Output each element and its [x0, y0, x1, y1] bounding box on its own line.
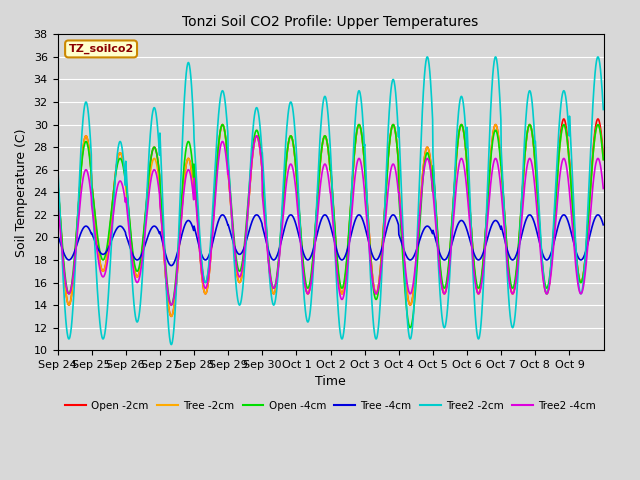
Legend: Open -2cm, Tree -2cm, Open -4cm, Tree -4cm, Tree2 -2cm, Tree2 -4cm: Open -2cm, Tree -2cm, Open -4cm, Tree -4…	[61, 396, 600, 415]
Open -4cm	[600, 157, 607, 163]
Tree -4cm	[168, 263, 175, 268]
Tree -2cm	[54, 175, 61, 181]
Line: Tree2 -2cm: Tree2 -2cm	[58, 57, 604, 345]
Line: Open -2cm: Open -2cm	[58, 119, 604, 316]
Y-axis label: Soil Temperature (C): Soil Temperature (C)	[15, 128, 28, 256]
Tree2 -4cm	[600, 186, 607, 192]
Tree2 -4cm	[317, 180, 324, 186]
Open -4cm	[540, 272, 547, 277]
Open -4cm	[406, 325, 414, 331]
Tree2 -2cm	[593, 56, 601, 62]
Tree -4cm	[460, 219, 467, 225]
Open -4cm	[219, 122, 227, 128]
Tree -2cm	[307, 283, 314, 288]
Line: Tree2 -4cm: Tree2 -4cm	[58, 136, 604, 305]
Tree2 -4cm	[168, 302, 175, 308]
X-axis label: Time: Time	[316, 375, 346, 388]
Tree -2cm	[317, 156, 324, 162]
Open -4cm	[316, 159, 324, 165]
Open -2cm	[540, 273, 547, 278]
Open -4cm	[460, 128, 467, 134]
Tree -2cm	[168, 313, 175, 319]
Open -2cm	[316, 160, 324, 166]
Tree2 -2cm	[460, 102, 467, 108]
Tree -4cm	[540, 253, 547, 259]
Tree2 -2cm	[54, 158, 61, 164]
Tree2 -2cm	[306, 311, 314, 316]
Tree2 -2cm	[139, 265, 147, 271]
Tree -2cm	[600, 157, 607, 163]
Open -2cm	[560, 116, 568, 122]
Tree -2cm	[219, 122, 227, 128]
Tree2 -2cm	[600, 107, 607, 112]
Title: Tonzi Soil CO2 Profile: Upper Temperatures: Tonzi Soil CO2 Profile: Upper Temperatur…	[182, 15, 479, 29]
Open -2cm	[139, 241, 147, 247]
Tree -2cm	[540, 276, 547, 282]
Text: TZ_soilco2: TZ_soilco2	[68, 44, 134, 54]
Open -4cm	[306, 279, 314, 285]
Tree -4cm	[317, 218, 324, 224]
Open -4cm	[54, 177, 61, 182]
Tree -4cm	[307, 255, 314, 261]
Tree2 -4cm	[253, 133, 260, 139]
Open -2cm	[306, 285, 314, 291]
Tree2 -4cm	[139, 252, 147, 257]
Open -2cm	[54, 175, 61, 181]
Tree2 -4cm	[460, 161, 467, 167]
Line: Tree -4cm: Tree -4cm	[58, 215, 604, 265]
Tree -4cm	[593, 212, 601, 218]
Open -4cm	[139, 237, 147, 243]
Tree2 -2cm	[540, 274, 547, 279]
Tree -4cm	[219, 212, 227, 218]
Tree -2cm	[460, 128, 467, 134]
Tree2 -4cm	[307, 284, 314, 290]
Line: Tree -2cm: Tree -2cm	[58, 125, 604, 316]
Tree2 -4cm	[593, 157, 601, 163]
Tree2 -4cm	[540, 279, 547, 285]
Open -2cm	[593, 118, 601, 123]
Tree -4cm	[139, 249, 147, 254]
Open -4cm	[593, 123, 601, 129]
Open -2cm	[168, 313, 175, 319]
Tree2 -2cm	[316, 132, 324, 138]
Tree -4cm	[600, 222, 607, 228]
Tree2 -2cm	[424, 54, 431, 60]
Tree -4cm	[54, 232, 61, 238]
Line: Open -4cm: Open -4cm	[58, 125, 604, 328]
Tree -2cm	[593, 123, 601, 129]
Tree -2cm	[139, 244, 147, 250]
Open -2cm	[600, 153, 607, 158]
Open -2cm	[460, 126, 467, 132]
Tree2 -4cm	[54, 198, 61, 204]
Tree2 -2cm	[168, 342, 175, 348]
